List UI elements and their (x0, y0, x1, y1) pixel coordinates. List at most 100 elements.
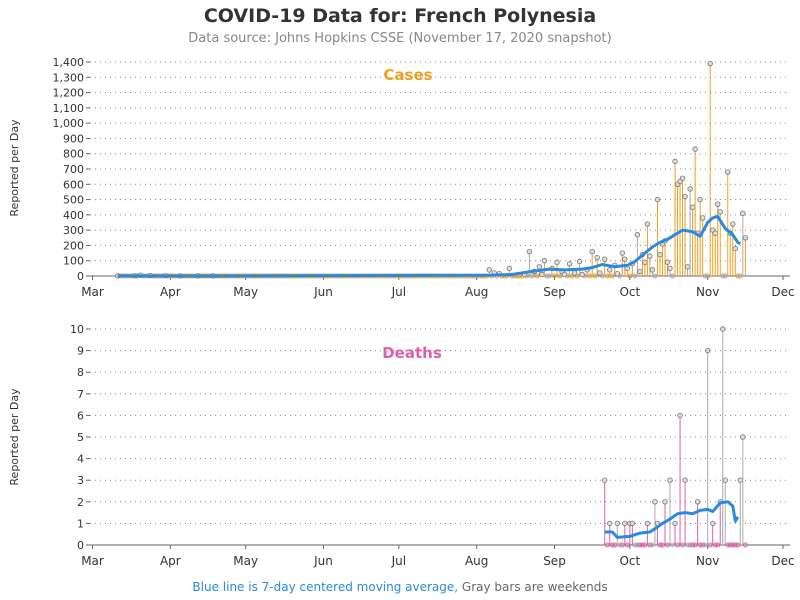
deaths-y-tick-label: 9 (77, 345, 84, 358)
deaths-zero-marker (604, 542, 610, 548)
cases-point (730, 221, 736, 227)
deaths-zero-marker (727, 542, 733, 548)
cases-point (682, 193, 688, 200)
deaths-y-tick-label: 10 (70, 323, 84, 336)
cases-point (622, 256, 628, 262)
deaths-y-tick-label: 5 (77, 431, 84, 444)
cases-point (657, 251, 663, 258)
cases-point (637, 268, 643, 275)
deaths-zero-marker (697, 542, 703, 548)
cases-zero-marker (702, 273, 708, 279)
cases-zero-marker (546, 273, 552, 279)
deaths-point (614, 520, 620, 527)
deaths-zero-marker (609, 542, 615, 548)
deaths-point (629, 520, 636, 527)
deaths-zero-marker (619, 542, 625, 548)
deaths-point (662, 499, 668, 505)
cases-y-tick-label: 1,400 (53, 56, 85, 69)
deaths-point (607, 520, 613, 527)
cases-zero-marker (627, 273, 633, 279)
deaths-y-tick-label: 4 (77, 453, 84, 466)
cases-point (687, 186, 693, 192)
deaths-zero-marker (649, 542, 655, 548)
deaths-zero-marker (624, 542, 630, 548)
cases-zero-marker (552, 273, 558, 279)
cases-point (536, 264, 543, 270)
deaths-zero-marker (665, 542, 670, 548)
cases-point (571, 270, 578, 276)
cases-point (697, 196, 703, 203)
cases-y-tick-label: 500 (63, 194, 84, 207)
deaths-x-tick-label: Jul (391, 554, 406, 568)
cases-y-tick-label: 800 (63, 148, 84, 161)
deaths-point (622, 520, 628, 527)
cases-zero-marker (670, 273, 676, 279)
footnote-weekends: Gray bars are weekends (458, 580, 608, 594)
deaths-point (682, 477, 688, 483)
deaths-panel-title: Deaths (382, 344, 442, 362)
deaths-x-tick-label: Dec (771, 554, 794, 568)
deaths-zero-marker (632, 542, 638, 548)
deaths-zero-marker (612, 542, 618, 548)
cases-point (541, 258, 548, 264)
deaths-zero-marker (712, 542, 718, 548)
cases-point (561, 271, 568, 278)
deaths-y-tick-label: 1 (77, 517, 84, 530)
cases-point (684, 264, 691, 270)
deaths-zero-marker (742, 542, 748, 548)
cases-point (644, 221, 651, 227)
deaths-zero-marker (700, 542, 706, 548)
cases-point (506, 265, 513, 272)
deaths-y-tick-label: 3 (77, 474, 84, 487)
cases-zero-marker (592, 273, 598, 279)
deaths-x-tick-label: Jun (313, 554, 333, 568)
cases-y-tick-label: 200 (63, 239, 84, 252)
footnote: Blue line is 7-day centered moving avera… (0, 580, 800, 594)
cases-point (742, 235, 749, 241)
cases-point (614, 271, 620, 277)
cases-x-tick-label: Nov (696, 285, 719, 299)
cases-y-tick-label: 1,200 (53, 87, 85, 100)
cases-point (664, 259, 671, 265)
cases-point (679, 175, 686, 181)
cases-y-tick-label: 100 (63, 255, 84, 268)
deaths-x-tick-label: Mar (81, 554, 104, 568)
cases-zero-marker (720, 273, 726, 279)
cases-moving-average-line (117, 214, 742, 278)
cases-point (539, 271, 545, 278)
cases-point (526, 248, 533, 255)
cases-zero-marker (569, 273, 575, 279)
deaths-zero-marker (657, 542, 663, 548)
cases-point (712, 230, 718, 236)
deaths-y-tick-label: 8 (77, 366, 84, 379)
deaths-point (672, 520, 678, 527)
deaths-point (677, 412, 683, 419)
deaths-point (737, 477, 744, 483)
cases-point (732, 245, 738, 252)
deaths-zero-marker (670, 542, 676, 548)
deaths-zero-marker (690, 542, 696, 548)
deaths-y-tick-label: 2 (77, 496, 84, 509)
cases-point (707, 60, 713, 67)
cases-point (667, 265, 673, 272)
deaths-y-tick-label: 7 (77, 388, 84, 401)
cases-x-tick-label: May (233, 285, 258, 299)
cases-y-tick-label: 700 (63, 163, 84, 176)
deaths-point (722, 477, 728, 483)
cases-point (647, 253, 653, 259)
footnote-moving-average: Blue line is 7-day centered moving avera… (192, 580, 459, 594)
cases-y-tick-label: 600 (63, 178, 84, 191)
deaths-point (602, 477, 608, 483)
cases-point (642, 259, 648, 265)
cases-point (602, 256, 608, 262)
deaths-point (704, 347, 711, 354)
deaths-point (720, 326, 726, 332)
deaths-zero-marker (637, 542, 643, 548)
cases-point (597, 270, 603, 276)
cases-point (740, 210, 746, 217)
deaths-x-tick-label: Sep (543, 554, 566, 568)
cases-point (634, 232, 641, 238)
deaths-zero-marker (647, 542, 653, 548)
deaths-point (709, 520, 716, 527)
